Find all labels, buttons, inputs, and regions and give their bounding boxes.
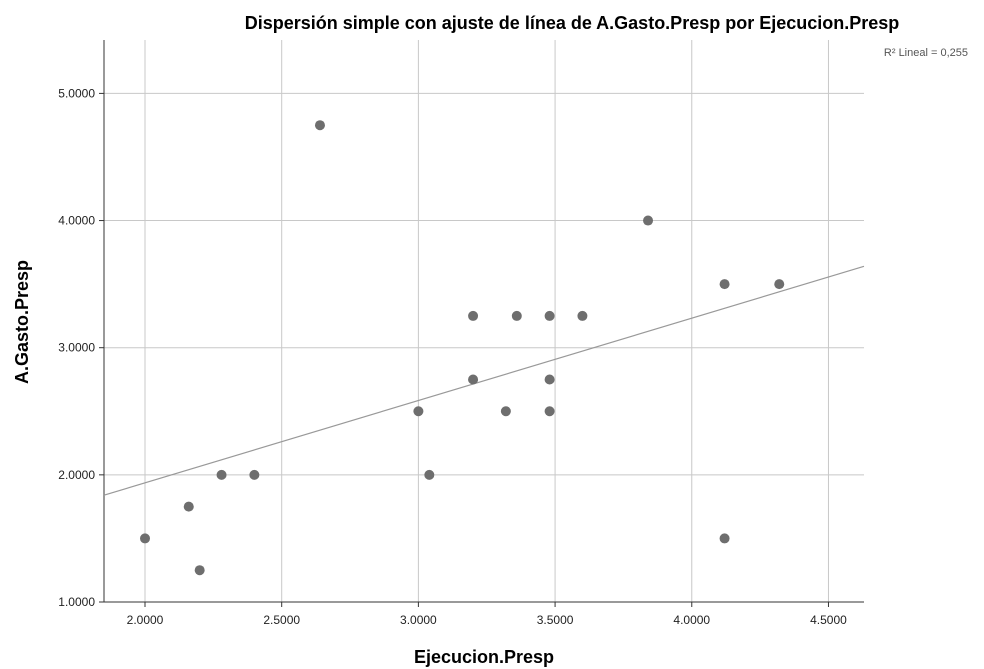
x-tick-labels: 2.0000 2.5000 3.0000 3.5000 4.0000 4.5000 bbox=[127, 613, 847, 627]
data-point bbox=[216, 469, 227, 480]
data-point bbox=[774, 279, 785, 290]
y-tick-label: 5.0000 bbox=[58, 86, 95, 100]
data-point bbox=[314, 120, 325, 131]
chart-title: Dispersión simple con ajuste de línea de… bbox=[245, 13, 900, 33]
data-point bbox=[468, 374, 479, 385]
y-tick-label: 1.0000 bbox=[58, 595, 95, 609]
x-tick-label: 3.0000 bbox=[400, 613, 437, 627]
data-point bbox=[643, 215, 654, 226]
data-point bbox=[424, 469, 435, 480]
data-point bbox=[511, 310, 522, 321]
data-point bbox=[544, 374, 555, 385]
x-tick-label: 4.0000 bbox=[673, 613, 710, 627]
grid-lines bbox=[104, 40, 864, 603]
data-point bbox=[544, 310, 555, 321]
y-axis-label: A.Gasto.Presp bbox=[12, 260, 32, 384]
r2-label: R² Lineal = 0,255 bbox=[884, 47, 968, 59]
data-point bbox=[413, 406, 424, 417]
x-tick-label: 2.5000 bbox=[263, 613, 300, 627]
data-point bbox=[500, 406, 511, 417]
x-axis-label: Ejecucion.Presp bbox=[414, 647, 554, 667]
y-tick-label: 3.0000 bbox=[58, 341, 95, 355]
data-point bbox=[183, 501, 194, 512]
axes bbox=[99, 40, 864, 607]
y-tick-label: 4.0000 bbox=[58, 214, 95, 228]
data-point bbox=[719, 533, 730, 544]
data-point bbox=[468, 310, 479, 321]
data-point bbox=[577, 310, 588, 321]
data-point bbox=[544, 406, 555, 417]
x-tick-label: 3.5000 bbox=[537, 613, 574, 627]
data-point bbox=[249, 469, 260, 480]
data-point bbox=[719, 279, 730, 290]
data-point bbox=[140, 533, 151, 544]
x-tick-label: 4.5000 bbox=[810, 613, 847, 627]
y-tick-label: 2.0000 bbox=[58, 468, 95, 482]
points-layer bbox=[140, 120, 785, 576]
x-tick-label: 2.0000 bbox=[127, 613, 164, 627]
linear-fit-line bbox=[103, 265, 865, 496]
data-point bbox=[194, 565, 205, 576]
y-tick-labels: 1.0000 2.0000 3.0000 4.0000 5.0000 bbox=[58, 86, 95, 609]
fit-line-layer bbox=[103, 265, 865, 496]
